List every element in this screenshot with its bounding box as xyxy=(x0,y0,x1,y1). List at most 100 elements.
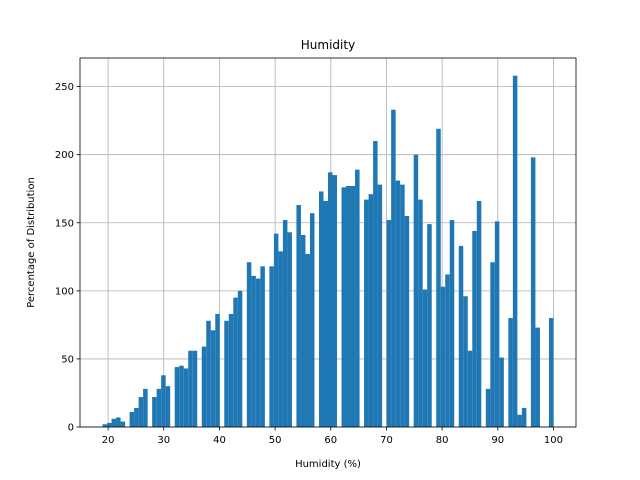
bar xyxy=(188,350,193,427)
bar xyxy=(391,109,396,427)
bar xyxy=(228,313,234,427)
bar xyxy=(300,235,306,427)
bar xyxy=(485,388,491,427)
bar xyxy=(156,388,162,427)
bar xyxy=(445,274,450,427)
bar xyxy=(224,320,229,427)
bar xyxy=(215,313,220,427)
bar xyxy=(377,184,383,427)
bar xyxy=(273,233,279,427)
bar xyxy=(386,220,392,427)
bar xyxy=(548,318,554,427)
bar xyxy=(332,175,338,427)
bar xyxy=(512,75,518,427)
x-axis-label: Humidity (%) xyxy=(295,459,361,470)
bar xyxy=(116,417,121,427)
bar xyxy=(152,397,157,427)
y-tick-label: 50 xyxy=(61,354,74,365)
bar xyxy=(233,297,238,427)
y-tick-label: 0 xyxy=(68,423,74,434)
y-tick-label: 150 xyxy=(55,218,74,229)
bar xyxy=(107,422,112,427)
bar xyxy=(436,128,441,427)
bar xyxy=(134,407,139,427)
bar xyxy=(490,262,495,427)
x-tick-label: 90 xyxy=(491,435,504,446)
bar xyxy=(102,424,108,427)
bar xyxy=(427,224,432,427)
x-tick-label: 70 xyxy=(380,435,393,446)
bar xyxy=(404,215,410,427)
bar xyxy=(318,191,324,427)
bar xyxy=(282,220,288,427)
bar xyxy=(521,407,527,427)
bar xyxy=(278,251,283,427)
bar xyxy=(296,205,301,427)
bar xyxy=(305,254,310,427)
bar xyxy=(328,172,333,427)
bar xyxy=(246,262,252,427)
bar xyxy=(346,185,351,427)
bar xyxy=(323,200,328,427)
bar xyxy=(183,368,189,427)
bar xyxy=(143,388,148,427)
y-tick-label: 200 xyxy=(55,150,74,161)
bar xyxy=(287,232,292,427)
bar xyxy=(440,286,446,427)
chart-title: Humidity xyxy=(301,38,355,52)
bar xyxy=(355,169,360,427)
x-tick-label: 50 xyxy=(269,435,282,446)
x-tick-label: 30 xyxy=(157,435,170,446)
bar xyxy=(237,290,243,427)
x-tick-label: 40 xyxy=(213,435,226,446)
bar xyxy=(418,199,423,427)
bar xyxy=(120,421,126,427)
x-tick-label: 80 xyxy=(436,435,449,446)
bar xyxy=(179,365,184,427)
y-tick-label: 250 xyxy=(55,82,74,93)
x-tick-label: 20 xyxy=(102,435,115,446)
bar xyxy=(494,221,500,427)
x-tick-label: 60 xyxy=(324,435,337,446)
bar xyxy=(476,200,482,427)
bar xyxy=(467,350,473,427)
bar xyxy=(413,154,419,427)
bars xyxy=(102,75,554,428)
bar xyxy=(341,187,347,427)
axes-frame xyxy=(79,57,577,428)
bar xyxy=(368,194,374,427)
bar xyxy=(395,180,401,427)
bar xyxy=(535,327,540,427)
bar xyxy=(530,157,536,427)
bar xyxy=(192,350,198,427)
bar xyxy=(449,220,455,427)
bar xyxy=(255,278,261,427)
bar xyxy=(161,375,166,427)
bar xyxy=(373,141,378,428)
bar xyxy=(422,289,428,427)
bar xyxy=(472,230,477,427)
bar xyxy=(508,318,513,427)
y-tick-label: 100 xyxy=(55,286,74,297)
bar xyxy=(138,397,144,427)
y-axis-label: Percentage of Distribution xyxy=(26,177,37,308)
bar xyxy=(309,213,315,427)
bar xyxy=(458,245,464,427)
bar xyxy=(201,346,207,427)
bar xyxy=(210,330,216,427)
bar xyxy=(174,367,180,427)
bar xyxy=(260,266,265,427)
bar xyxy=(269,266,274,427)
bar xyxy=(364,199,369,427)
bar xyxy=(251,275,256,427)
bar xyxy=(165,386,171,427)
bar xyxy=(517,414,522,427)
bar xyxy=(206,320,211,427)
bar xyxy=(111,418,117,427)
bar xyxy=(400,184,405,427)
bar xyxy=(129,412,135,427)
bar xyxy=(499,357,504,427)
bar xyxy=(350,185,356,427)
x-tick-label: 100 xyxy=(544,435,563,446)
